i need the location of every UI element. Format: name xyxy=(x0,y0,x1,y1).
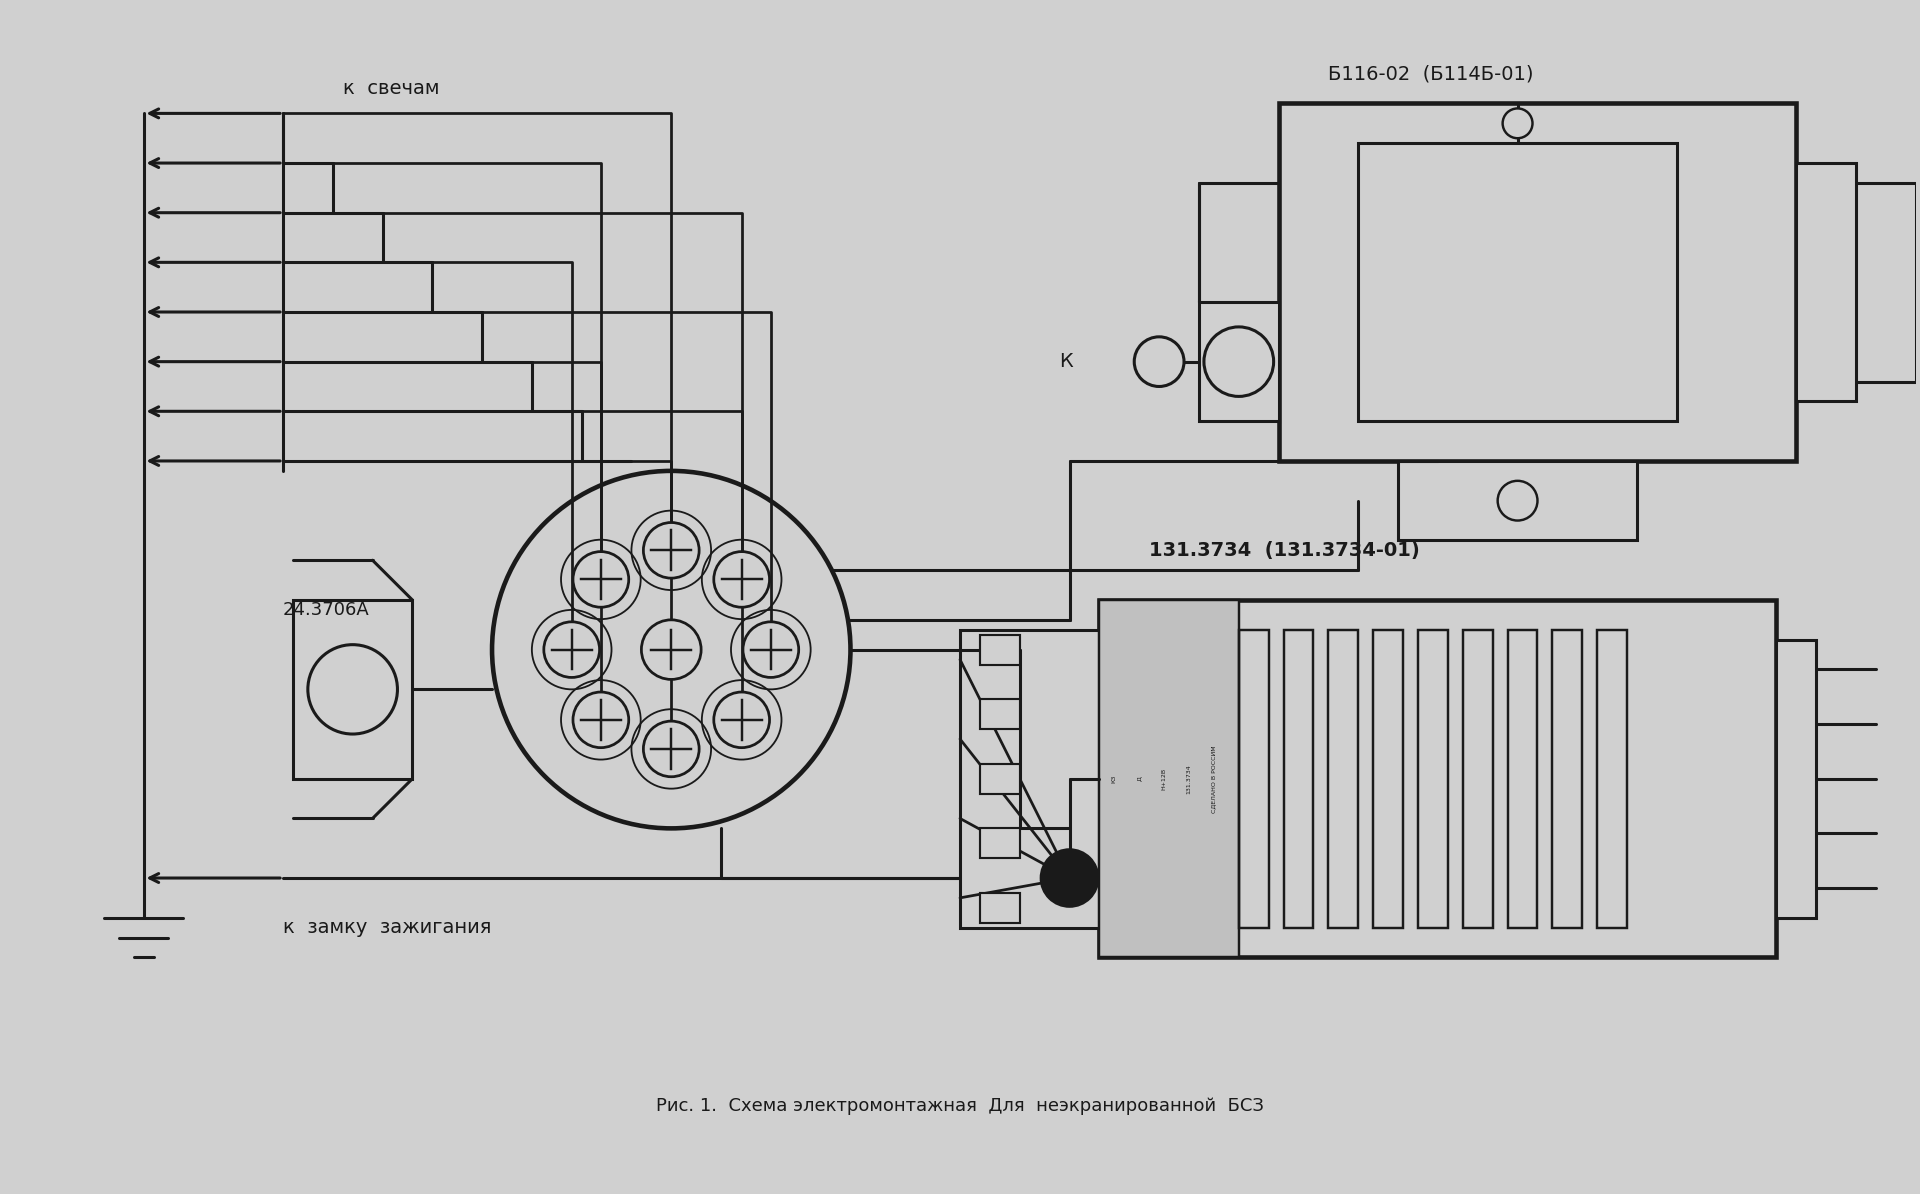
Circle shape xyxy=(643,721,699,777)
Bar xyxy=(1279,104,1797,461)
Text: СДЕЛАНО В РОССИМ: СДЕЛАНО В РОССИМ xyxy=(1212,745,1217,813)
Bar xyxy=(960,629,1100,928)
Text: КЗ: КЗ xyxy=(1112,775,1117,783)
Circle shape xyxy=(1503,109,1532,139)
Text: к  замку  зажигания: к замку зажигания xyxy=(282,918,492,937)
Bar xyxy=(1553,629,1582,928)
Bar xyxy=(979,829,1020,858)
Circle shape xyxy=(307,645,397,734)
Text: к  свечам: к свечам xyxy=(342,79,440,98)
Text: 131.3734  (131.3734-01): 131.3734 (131.3734-01) xyxy=(1150,541,1421,560)
Circle shape xyxy=(714,693,770,747)
Circle shape xyxy=(1039,848,1100,907)
Bar xyxy=(1463,629,1492,928)
Text: К: К xyxy=(1060,352,1073,371)
Bar xyxy=(1776,640,1816,918)
Text: 131.3734: 131.3734 xyxy=(1187,764,1192,794)
Bar xyxy=(979,893,1020,923)
Text: Д: Д xyxy=(1137,776,1142,781)
Bar xyxy=(979,635,1020,665)
Bar xyxy=(979,700,1020,730)
Circle shape xyxy=(1135,337,1185,387)
Bar xyxy=(1238,629,1269,928)
Circle shape xyxy=(743,622,799,677)
Bar xyxy=(1597,629,1626,928)
Bar xyxy=(1507,629,1538,928)
Bar xyxy=(1357,143,1676,421)
Bar xyxy=(1329,629,1357,928)
Bar xyxy=(1373,629,1404,928)
Circle shape xyxy=(572,552,628,608)
Bar xyxy=(979,764,1020,794)
Circle shape xyxy=(492,470,851,829)
Circle shape xyxy=(1204,327,1273,396)
Text: 24.3706А: 24.3706А xyxy=(282,601,371,618)
Bar xyxy=(1100,599,1238,958)
Bar xyxy=(1419,629,1448,928)
Text: Н+12В: Н+12В xyxy=(1162,768,1167,789)
Bar xyxy=(1100,599,1776,958)
Circle shape xyxy=(572,693,628,747)
Circle shape xyxy=(643,523,699,578)
Bar xyxy=(1398,461,1638,541)
Text: Рис. 1.  Схема электромонтажная  Для  неэкранированной  БСЗ: Рис. 1. Схема электромонтажная Для неэкр… xyxy=(657,1097,1263,1115)
Circle shape xyxy=(714,552,770,608)
Bar xyxy=(1198,302,1279,421)
Circle shape xyxy=(641,620,701,679)
Bar xyxy=(294,599,413,778)
Text: Б116-02  (Б114Б-01): Б116-02 (Б114Б-01) xyxy=(1329,64,1534,84)
Circle shape xyxy=(1498,481,1538,521)
Bar xyxy=(1797,164,1857,401)
Circle shape xyxy=(543,622,599,677)
Bar xyxy=(1284,629,1313,928)
